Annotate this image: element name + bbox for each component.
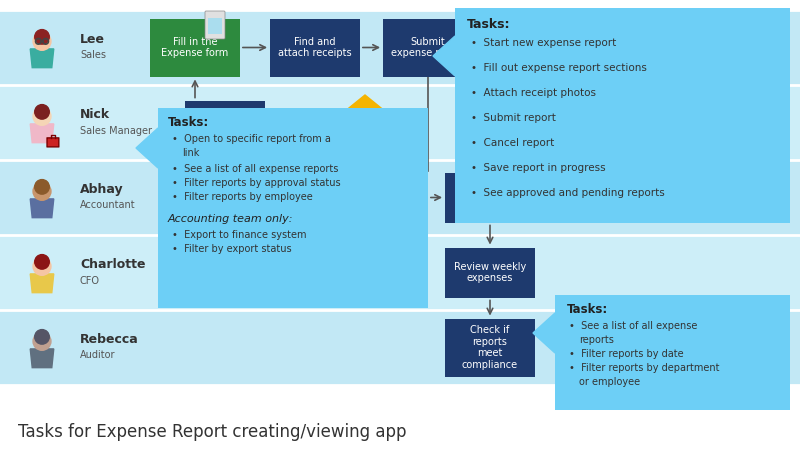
Circle shape bbox=[34, 30, 50, 44]
Polygon shape bbox=[30, 199, 54, 218]
Bar bbox=[39, 41, 45, 50]
Circle shape bbox=[33, 333, 51, 350]
Polygon shape bbox=[331, 95, 399, 150]
FancyBboxPatch shape bbox=[47, 138, 59, 147]
Text: •  See approved and pending reports: • See approved and pending reports bbox=[471, 188, 665, 198]
Bar bbox=[150, 18, 240, 76]
Circle shape bbox=[33, 257, 51, 275]
Text: •  See a list of all expense reports: • See a list of all expense reports bbox=[172, 164, 338, 174]
Bar bbox=[445, 319, 535, 377]
Polygon shape bbox=[30, 274, 54, 292]
Bar bbox=[0, 235, 800, 310]
Polygon shape bbox=[30, 349, 54, 368]
Text: Accountant: Accountant bbox=[80, 201, 136, 211]
Polygon shape bbox=[136, 128, 158, 168]
Text: Tasks:: Tasks: bbox=[567, 303, 608, 316]
Text: •  Filter by export status: • Filter by export status bbox=[172, 244, 292, 254]
Text: •  Fill out expense report sections: • Fill out expense report sections bbox=[471, 63, 647, 73]
Bar bbox=[39, 191, 45, 200]
Text: Charlotte: Charlotte bbox=[80, 258, 146, 271]
Text: •  Cancel report: • Cancel report bbox=[471, 138, 554, 148]
Text: Fill in the
Expense form: Fill in the Expense form bbox=[162, 37, 229, 58]
Circle shape bbox=[33, 32, 51, 50]
Text: Tasks for Expense Report creating/viewing app: Tasks for Expense Report creating/viewin… bbox=[18, 423, 406, 441]
Bar bbox=[455, 8, 790, 223]
Bar bbox=[39, 342, 45, 350]
Text: Sales Manager: Sales Manager bbox=[80, 126, 152, 135]
Text: link: link bbox=[182, 148, 199, 158]
Polygon shape bbox=[30, 49, 54, 68]
Text: Approve?: Approve? bbox=[344, 118, 386, 127]
Text: •  Start new expense report: • Start new expense report bbox=[471, 38, 616, 48]
Text: Lee: Lee bbox=[80, 33, 105, 46]
Bar bbox=[39, 117, 45, 125]
Text: or employee: or employee bbox=[579, 377, 640, 387]
Bar bbox=[445, 248, 535, 297]
Text: Tasks:: Tasks: bbox=[467, 18, 510, 31]
Text: No: No bbox=[302, 112, 318, 122]
FancyBboxPatch shape bbox=[205, 11, 225, 39]
Bar bbox=[158, 108, 428, 308]
Text: reports: reports bbox=[579, 335, 614, 345]
Text: Submit
expense report: Submit expense report bbox=[391, 37, 465, 58]
Text: Review weekly
expenses: Review weekly expenses bbox=[454, 262, 526, 284]
Bar bbox=[0, 10, 800, 85]
Text: Rebecca: Rebecca bbox=[80, 333, 138, 346]
Text: Sales: Sales bbox=[80, 50, 106, 60]
Bar bbox=[0, 160, 800, 235]
Polygon shape bbox=[30, 124, 54, 143]
Circle shape bbox=[34, 255, 50, 269]
Text: Check if
reports
meet
compliance: Check if reports meet compliance bbox=[462, 325, 518, 370]
Bar bbox=[208, 18, 222, 34]
Text: •  Export to finance system: • Export to finance system bbox=[172, 230, 306, 240]
Text: •  See a list of all expense: • See a list of all expense bbox=[569, 321, 698, 331]
Text: •  Open to specific report from a: • Open to specific report from a bbox=[172, 134, 331, 144]
Text: •  Save report in progress: • Save report in progress bbox=[471, 163, 606, 173]
Text: •  Attach receipt photos: • Attach receipt photos bbox=[471, 88, 596, 98]
Bar bbox=[270, 18, 360, 76]
Bar bbox=[0, 310, 800, 385]
Text: Nick: Nick bbox=[80, 108, 110, 121]
Polygon shape bbox=[433, 36, 455, 76]
Text: •  Submit report: • Submit report bbox=[471, 113, 556, 123]
Text: Abhay: Abhay bbox=[80, 183, 124, 196]
Text: CFO: CFO bbox=[80, 275, 100, 285]
Circle shape bbox=[33, 108, 51, 125]
Text: Request: Request bbox=[204, 117, 246, 127]
Text: Review & post
transactions: Review & post transactions bbox=[455, 187, 525, 208]
Bar bbox=[185, 100, 265, 144]
Text: Auditor: Auditor bbox=[80, 351, 115, 360]
Bar bbox=[445, 172, 535, 222]
Text: Find and
attach receipts: Find and attach receipts bbox=[278, 37, 352, 58]
Circle shape bbox=[34, 180, 50, 194]
Circle shape bbox=[34, 104, 50, 119]
Bar bbox=[555, 295, 790, 410]
Polygon shape bbox=[533, 313, 555, 353]
Circle shape bbox=[33, 182, 51, 200]
Text: •  Filter reports by date: • Filter reports by date bbox=[569, 349, 684, 359]
Circle shape bbox=[34, 329, 50, 344]
Text: Tasks:: Tasks: bbox=[168, 116, 210, 129]
Text: •  Filter reports by employee: • Filter reports by employee bbox=[172, 192, 313, 202]
Text: •  Filter reports by department: • Filter reports by department bbox=[569, 363, 719, 373]
Bar bbox=[383, 18, 473, 76]
Text: •  Filter reports by approval status: • Filter reports by approval status bbox=[172, 178, 341, 188]
Bar bbox=[0, 85, 800, 160]
Text: Accounting team only:: Accounting team only: bbox=[168, 214, 294, 224]
Bar bbox=[39, 266, 45, 275]
